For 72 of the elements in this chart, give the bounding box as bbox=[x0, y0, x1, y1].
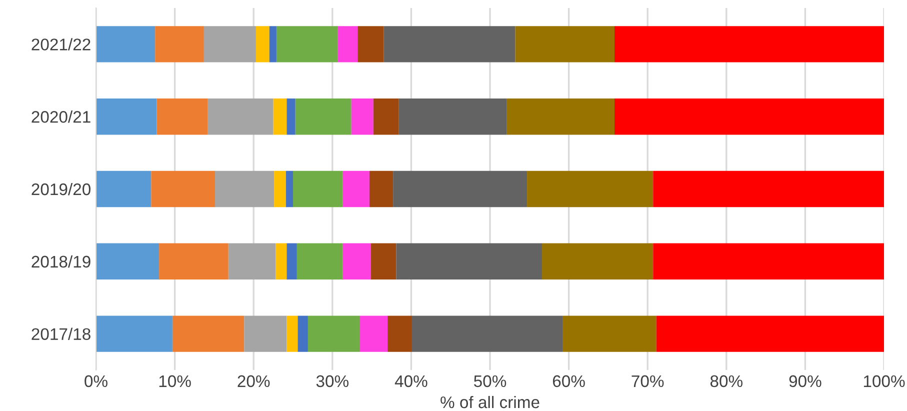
bar bbox=[393, 170, 528, 208]
bar bbox=[286, 170, 293, 208]
x-tick-label: 90% bbox=[789, 375, 822, 388]
bar bbox=[360, 316, 388, 352]
bar bbox=[276, 26, 338, 62]
bar bbox=[276, 243, 287, 280]
x-tick-label: 40% bbox=[394, 375, 428, 388]
bar bbox=[273, 98, 287, 135]
y-tick-label: 2019/20 bbox=[32, 182, 90, 196]
bar bbox=[371, 243, 396, 280]
bar bbox=[384, 26, 516, 62]
bar bbox=[388, 316, 412, 352]
bar bbox=[204, 26, 256, 62]
bar bbox=[286, 98, 296, 135]
bar bbox=[515, 26, 615, 62]
bar bbox=[155, 26, 204, 62]
bar bbox=[96, 26, 156, 62]
y-tick-label: 2020/21 bbox=[32, 110, 90, 123]
x-tick-label: 10% bbox=[159, 375, 191, 388]
bar bbox=[286, 316, 298, 352]
bar bbox=[656, 316, 884, 352]
bar bbox=[96, 316, 172, 352]
bar bbox=[298, 316, 308, 352]
x-tick-label: 30% bbox=[316, 375, 348, 388]
bar bbox=[96, 98, 157, 135]
x-tick-label: 20% bbox=[238, 375, 270, 388]
bar bbox=[351, 98, 374, 135]
bar bbox=[151, 170, 215, 208]
bar bbox=[614, 26, 884, 62]
bar bbox=[269, 26, 276, 62]
bar bbox=[172, 316, 244, 352]
bar bbox=[614, 98, 884, 135]
bar bbox=[96, 170, 152, 208]
bar bbox=[274, 170, 286, 208]
bar bbox=[373, 98, 399, 135]
y-tick-label: 2017/18 bbox=[32, 328, 90, 340]
bar bbox=[542, 243, 654, 280]
bar bbox=[506, 98, 615, 135]
bar bbox=[208, 98, 274, 135]
bar bbox=[159, 243, 228, 280]
y-tick-label: 2021/22 bbox=[32, 38, 90, 50]
bar bbox=[358, 26, 384, 62]
bar bbox=[653, 243, 884, 280]
bar bbox=[338, 26, 358, 62]
bar bbox=[527, 170, 654, 208]
bar bbox=[342, 243, 372, 280]
x-tick-label: 50% bbox=[474, 375, 506, 388]
bar bbox=[214, 170, 274, 208]
bar bbox=[96, 243, 160, 280]
bar bbox=[308, 316, 360, 352]
bar bbox=[156, 98, 208, 135]
bar bbox=[562, 316, 656, 352]
y-tick-label: 2018/19 bbox=[32, 255, 90, 268]
bar bbox=[653, 170, 884, 208]
bar bbox=[369, 170, 394, 208]
bar bbox=[256, 26, 270, 62]
bar bbox=[293, 170, 343, 208]
bar bbox=[398, 98, 507, 135]
bar bbox=[412, 316, 562, 352]
x-tick-label: 70% bbox=[632, 375, 664, 388]
bar bbox=[244, 316, 287, 352]
bar bbox=[228, 243, 276, 280]
bar bbox=[286, 243, 297, 280]
bar bbox=[296, 243, 343, 280]
x-tick-label: 80% bbox=[710, 375, 742, 388]
x-axis-title: % of all crime bbox=[440, 396, 540, 408]
x-tick-label: 0% bbox=[84, 375, 108, 388]
bar bbox=[295, 98, 352, 135]
x-tick-label: 60% bbox=[552, 375, 585, 388]
bar bbox=[396, 243, 542, 280]
x-tick-label: 100% bbox=[864, 375, 905, 388]
bar bbox=[342, 170, 370, 208]
